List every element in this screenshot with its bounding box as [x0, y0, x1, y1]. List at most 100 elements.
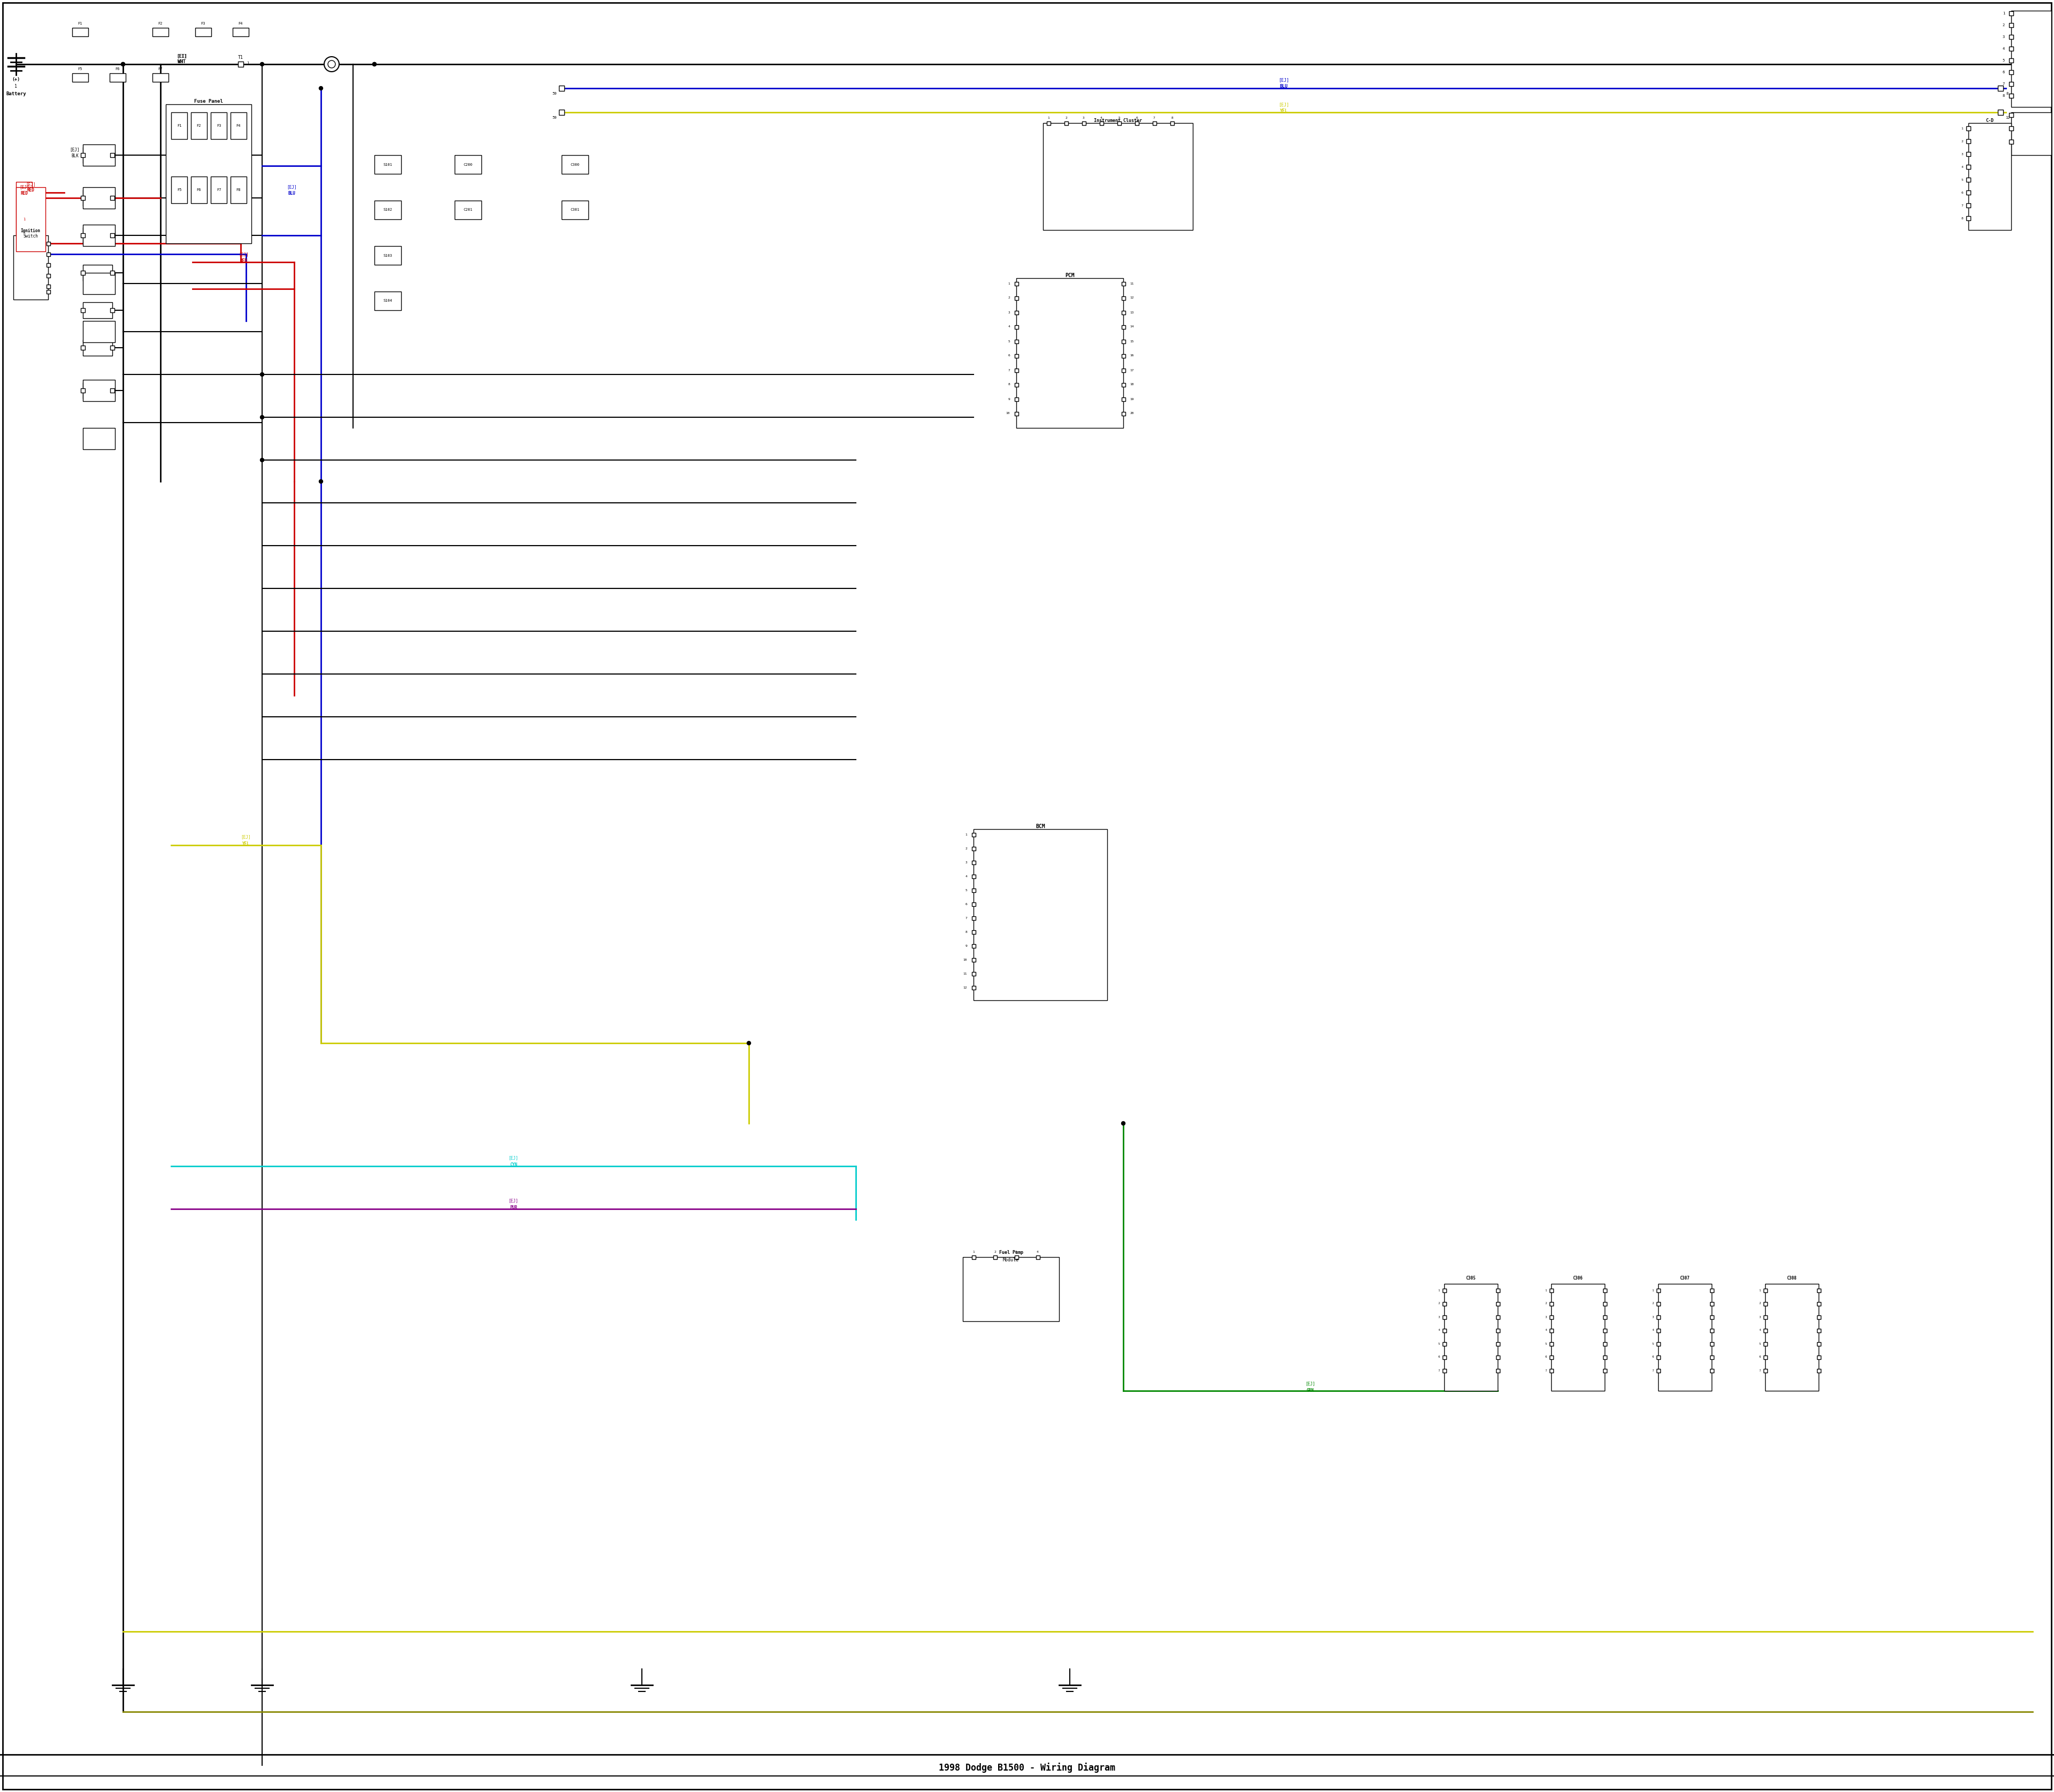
Bar [2009, 125, 2013, 131]
Bar [166, 104, 251, 244]
Bar [47, 274, 49, 278]
Bar [170, 177, 187, 202]
Bar [1999, 86, 2003, 91]
Bar [1658, 1283, 1711, 1391]
Text: 5: 5 [2003, 59, 2005, 63]
Text: S101: S101 [384, 163, 392, 167]
Bar [16, 181, 33, 256]
Bar [1442, 1369, 1446, 1373]
Text: 2: 2 [2003, 23, 2005, 27]
Text: [EJ]: [EJ] [1306, 1382, 1315, 1387]
Text: Instrument Cluster: Instrument Cluster [1095, 118, 1142, 124]
Bar [1015, 353, 1019, 358]
Text: 16: 16 [1130, 355, 1134, 357]
Bar [1656, 1369, 1660, 1373]
Text: BLK: BLK [72, 154, 78, 158]
Text: Ignition: Ignition [21, 229, 41, 233]
Bar [2009, 93, 2013, 99]
Text: F3: F3 [201, 22, 205, 25]
Bar [1551, 1283, 1604, 1391]
Bar [1549, 1315, 1553, 1319]
Bar [1015, 339, 1019, 342]
Bar [1015, 383, 1019, 387]
Bar [1064, 122, 1068, 125]
Bar [80, 271, 84, 274]
Text: 13: 13 [1130, 312, 1134, 314]
Text: F2: F2 [158, 22, 162, 25]
Text: F8: F8 [236, 188, 240, 192]
Text: S103: S103 [384, 254, 392, 256]
Bar [1762, 1342, 1766, 1346]
Bar [1709, 1342, 1713, 1346]
Circle shape [261, 63, 265, 66]
Bar [1709, 1369, 1713, 1373]
Bar [14, 235, 47, 299]
Text: YEL: YEL [242, 840, 251, 846]
Bar [80, 152, 84, 158]
Text: S102: S102 [384, 208, 392, 211]
Bar [1015, 296, 1019, 299]
Bar [82, 228, 113, 244]
Text: 12: 12 [1130, 297, 1134, 299]
Bar [47, 285, 49, 289]
Bar [972, 833, 976, 837]
Bar [1015, 1254, 1019, 1260]
Bar [1017, 278, 1124, 428]
Bar [2009, 59, 2013, 63]
Bar [972, 986, 976, 989]
Bar [972, 889, 976, 892]
Bar [72, 73, 88, 82]
Bar [1015, 412, 1019, 416]
Text: 1: 1 [14, 84, 16, 90]
Text: Battery: Battery [6, 91, 27, 97]
Bar [82, 380, 115, 401]
Circle shape [318, 480, 322, 484]
Bar [47, 253, 49, 256]
Bar [111, 233, 115, 238]
Bar [111, 346, 115, 349]
Bar [82, 147, 113, 163]
Bar [2009, 82, 2013, 86]
Bar [1764, 1283, 1818, 1391]
Bar [559, 109, 565, 115]
Bar [1171, 122, 1173, 125]
Bar [111, 152, 115, 158]
Text: Fuel Pump: Fuel Pump [998, 1251, 1023, 1254]
Bar [1966, 217, 1970, 220]
Bar [111, 195, 115, 201]
Text: F1: F1 [177, 124, 181, 127]
Text: 20: 20 [1130, 412, 1134, 414]
Text: 10: 10 [963, 959, 967, 961]
Bar [374, 156, 401, 174]
Bar [1602, 1369, 1606, 1373]
Text: PCM: PCM [1066, 272, 1074, 278]
Text: CYN: CYN [509, 1163, 518, 1167]
Bar [972, 944, 976, 948]
Text: [EJ]: [EJ] [509, 1199, 518, 1202]
Circle shape [748, 1041, 750, 1045]
Text: RED: RED [240, 258, 246, 263]
Bar [1966, 125, 1970, 131]
Bar [1495, 1288, 1499, 1292]
Bar [1442, 1301, 1446, 1306]
Bar [454, 201, 481, 219]
Text: F6: F6 [197, 188, 201, 192]
Bar [1015, 324, 1019, 328]
Bar [1117, 122, 1121, 125]
Bar [974, 830, 1107, 1000]
Bar [1762, 1315, 1766, 1319]
Bar [559, 86, 565, 91]
Text: F5: F5 [78, 68, 82, 70]
Text: S104: S104 [384, 299, 392, 303]
Text: [EI]: [EI] [177, 54, 187, 59]
Text: F5: F5 [177, 188, 181, 192]
Bar [238, 61, 242, 66]
Bar [1762, 1288, 1766, 1292]
Text: F7: F7 [216, 188, 222, 192]
Bar [80, 195, 84, 201]
Bar [1709, 1288, 1713, 1292]
Text: 1: 1 [246, 61, 249, 65]
Bar [1818, 1369, 1820, 1373]
Bar [1152, 122, 1156, 125]
Bar [230, 177, 246, 202]
